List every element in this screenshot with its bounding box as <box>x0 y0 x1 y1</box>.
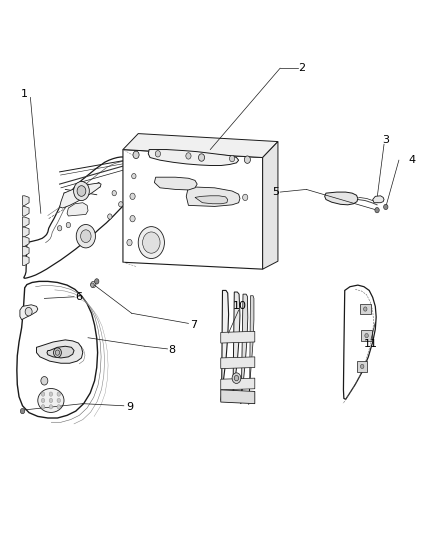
Circle shape <box>143 232 160 253</box>
Circle shape <box>57 398 60 402</box>
Circle shape <box>132 173 136 179</box>
Circle shape <box>243 194 248 200</box>
Polygon shape <box>357 361 367 372</box>
Circle shape <box>133 151 139 159</box>
Polygon shape <box>17 281 98 418</box>
Polygon shape <box>47 346 74 358</box>
Text: 7: 7 <box>190 320 197 330</box>
Ellipse shape <box>38 389 64 413</box>
Polygon shape <box>221 290 229 400</box>
Circle shape <box>112 190 117 196</box>
Polygon shape <box>22 196 29 205</box>
Circle shape <box>91 283 94 287</box>
Polygon shape <box>221 390 255 403</box>
Polygon shape <box>241 294 248 403</box>
Circle shape <box>41 398 45 402</box>
Circle shape <box>49 405 53 409</box>
Circle shape <box>76 224 95 248</box>
Circle shape <box>91 281 96 288</box>
Polygon shape <box>373 196 384 203</box>
Polygon shape <box>148 150 239 165</box>
Text: 10: 10 <box>233 301 247 311</box>
Circle shape <box>108 214 112 219</box>
Circle shape <box>138 227 164 259</box>
Polygon shape <box>22 227 29 237</box>
Polygon shape <box>22 237 29 246</box>
Text: 4: 4 <box>408 155 416 165</box>
Circle shape <box>25 308 32 316</box>
Circle shape <box>57 405 60 409</box>
Circle shape <box>119 201 123 207</box>
Circle shape <box>130 193 135 199</box>
Polygon shape <box>343 285 376 399</box>
Circle shape <box>232 373 241 383</box>
Polygon shape <box>361 330 372 341</box>
Circle shape <box>364 307 367 311</box>
Circle shape <box>49 392 53 396</box>
Polygon shape <box>249 296 254 405</box>
Circle shape <box>360 365 364 368</box>
Text: 9: 9 <box>127 402 134 412</box>
Circle shape <box>244 156 251 164</box>
Polygon shape <box>233 292 240 401</box>
Polygon shape <box>123 150 263 269</box>
Polygon shape <box>60 183 101 208</box>
Text: 11: 11 <box>364 338 378 349</box>
Polygon shape <box>22 256 29 265</box>
Circle shape <box>53 348 61 358</box>
Polygon shape <box>195 196 228 204</box>
Text: 6: 6 <box>75 292 82 302</box>
Polygon shape <box>24 157 136 278</box>
Polygon shape <box>325 192 358 205</box>
Text: 3: 3 <box>382 135 389 145</box>
Circle shape <box>77 185 86 196</box>
Circle shape <box>49 398 53 402</box>
Circle shape <box>57 392 60 396</box>
Polygon shape <box>221 378 255 390</box>
Polygon shape <box>22 246 29 256</box>
Text: 1: 1 <box>21 88 28 99</box>
Circle shape <box>130 215 135 222</box>
Text: 5: 5 <box>272 187 279 197</box>
Polygon shape <box>36 340 83 364</box>
Polygon shape <box>360 304 371 314</box>
Text: 8: 8 <box>168 345 175 355</box>
Circle shape <box>74 181 89 200</box>
Polygon shape <box>263 142 278 269</box>
Circle shape <box>57 225 62 231</box>
Polygon shape <box>20 305 38 320</box>
Circle shape <box>41 392 45 396</box>
Polygon shape <box>221 357 255 368</box>
Polygon shape <box>154 177 197 190</box>
Circle shape <box>365 334 368 338</box>
Circle shape <box>384 204 388 209</box>
Circle shape <box>375 207 379 213</box>
Circle shape <box>186 153 191 159</box>
Circle shape <box>155 151 160 157</box>
Circle shape <box>95 279 99 284</box>
Circle shape <box>41 405 45 409</box>
Polygon shape <box>221 332 255 343</box>
Polygon shape <box>186 187 240 206</box>
Circle shape <box>41 376 48 385</box>
Circle shape <box>230 156 235 162</box>
Circle shape <box>55 350 60 356</box>
Polygon shape <box>123 134 278 158</box>
Circle shape <box>198 154 205 161</box>
Polygon shape <box>67 203 88 216</box>
Circle shape <box>66 222 71 228</box>
Polygon shape <box>22 206 29 216</box>
Text: 2: 2 <box>298 63 306 72</box>
Circle shape <box>234 375 239 381</box>
Circle shape <box>20 408 25 414</box>
Circle shape <box>81 230 91 243</box>
Circle shape <box>127 239 132 246</box>
Polygon shape <box>22 217 29 227</box>
